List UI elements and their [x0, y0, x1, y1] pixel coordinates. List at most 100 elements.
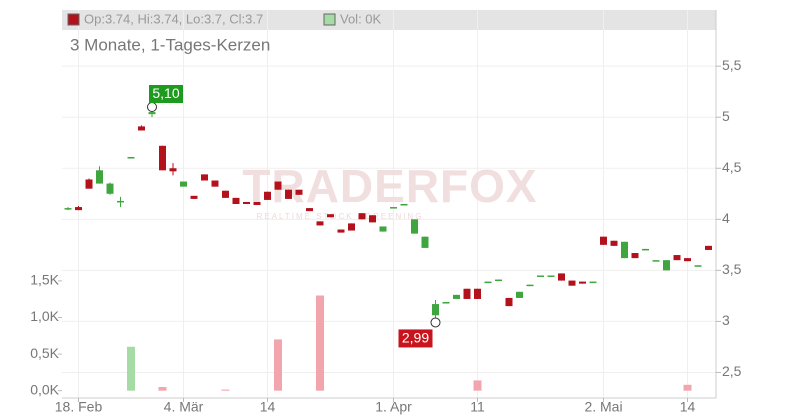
high-label: 5,10 — [152, 85, 179, 101]
candle-body — [537, 275, 544, 277]
candle-body — [516, 291, 523, 298]
candle-body — [264, 191, 271, 200]
volume-bar — [473, 380, 482, 391]
candle-body — [663, 260, 670, 271]
watermark: TRADERFOX — [242, 160, 537, 212]
candle-body — [295, 189, 303, 195]
candle-body — [96, 170, 103, 184]
x-tick-label: 11 — [470, 399, 485, 415]
volume-bar — [221, 389, 230, 391]
candle-body — [673, 255, 681, 261]
candle-body — [390, 207, 397, 209]
header-bar — [62, 10, 716, 30]
candle-body — [316, 221, 324, 226]
candle-body — [421, 236, 429, 248]
y2-tick-label: 0,5K — [30, 345, 59, 361]
volume-swatch — [323, 13, 336, 26]
candle-body — [600, 236, 607, 245]
candle-body — [138, 126, 145, 131]
candle-body — [85, 179, 93, 189]
candle-body — [453, 294, 460, 299]
candle-body — [117, 200, 124, 203]
candle-body — [442, 302, 450, 304]
candle-body — [127, 157, 135, 159]
y-tick-label: 2,5 — [722, 363, 742, 379]
candle-body — [169, 168, 177, 172]
candle-body — [274, 181, 282, 190]
candle-body — [610, 240, 618, 246]
y-tick-label: 5,5 — [722, 57, 742, 73]
candle-body — [232, 197, 240, 204]
candle-body — [159, 145, 166, 171]
candle-body — [222, 190, 229, 198]
candle-body — [337, 229, 345, 233]
x-tick-label: 14 — [260, 399, 276, 415]
candle-body — [631, 253, 639, 259]
candle-body — [621, 241, 628, 259]
candle-body — [694, 265, 702, 267]
candle-body — [579, 281, 586, 284]
volume-bar — [158, 387, 167, 391]
candle-body — [474, 288, 481, 299]
ohlc-swatch — [67, 13, 80, 26]
y2-tick-label: 1,0K — [30, 308, 59, 324]
candle-body — [243, 201, 250, 204]
volume-bar — [316, 295, 324, 391]
candle-body — [285, 189, 292, 199]
x-tick-label: 2. Mai — [584, 399, 622, 415]
candle-body — [211, 180, 219, 187]
candle-body — [652, 260, 660, 262]
y2-tick-label: 1,5K — [30, 272, 59, 288]
volume-bar — [274, 339, 282, 391]
candle-body — [190, 195, 198, 199]
candle-body — [642, 248, 649, 251]
low-marker — [430, 317, 441, 328]
candle-body — [306, 208, 313, 212]
candle-body — [369, 215, 376, 223]
x-tick-label: 1. Apr — [375, 399, 412, 415]
y-tick-label: 3 — [722, 312, 730, 328]
y-tick-label: 3,5 — [722, 261, 742, 277]
candle-body — [327, 214, 334, 218]
subtitle: 3 Monate, 1-Tages-Kerzen — [70, 35, 270, 54]
candle-body — [432, 304, 439, 316]
x-tick-label: 18. Feb — [55, 399, 103, 415]
candle-body — [463, 288, 471, 299]
candle-body — [568, 280, 576, 286]
candle-body — [180, 181, 187, 187]
watermark-sub: REALTIME STOCK SCREENING — [257, 212, 424, 221]
x-tick-label: 14 — [680, 399, 696, 415]
candle-body — [484, 281, 492, 284]
candle-body — [201, 174, 208, 181]
candle-body — [75, 207, 82, 211]
candle-body — [505, 297, 513, 307]
candle-body — [379, 226, 387, 232]
candle-body — [547, 275, 555, 277]
low-label-box — [398, 329, 433, 348]
y2-tick-label: 0,0K — [30, 381, 59, 397]
y-tick-label: 5 — [722, 108, 730, 124]
candle-body — [148, 112, 156, 115]
candle-body — [348, 223, 355, 231]
x-tick-label: 4. Mär — [164, 399, 204, 415]
candle-body — [684, 258, 691, 262]
candle-body — [106, 183, 114, 194]
high-marker — [147, 102, 157, 112]
candle-body — [589, 281, 597, 284]
candle-body — [411, 219, 418, 234]
candle-body — [358, 213, 366, 220]
candle-body — [64, 208, 72, 210]
ohlc-text: Op:3.74, Hi:3.74, Lo:3.7, Cl:3.7 — [84, 11, 263, 26]
candle-body — [705, 245, 712, 250]
candle-body — [558, 273, 565, 281]
candle-body — [253, 201, 261, 206]
high-label-box — [149, 85, 183, 103]
candle-body — [400, 204, 408, 206]
candle-body — [495, 279, 502, 282]
y-tick-label: 4,5 — [722, 159, 742, 175]
volume-bar — [127, 346, 135, 391]
volume-bar — [683, 384, 692, 391]
low-label: 2,99 — [402, 330, 429, 346]
y-tick-label: 4 — [722, 210, 730, 226]
